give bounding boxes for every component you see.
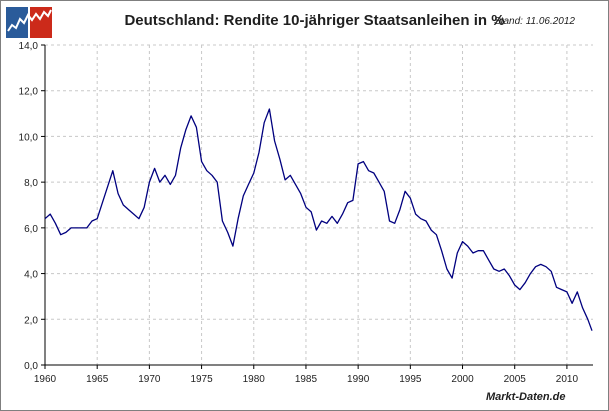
- x-tick-label: 1980: [243, 374, 266, 385]
- y-tick-label: 14,0: [19, 41, 39, 52]
- x-tick-label: 1970: [138, 374, 161, 385]
- y-tick-label: 0,0: [24, 361, 38, 372]
- x-tick-label: 2010: [556, 374, 579, 385]
- y-tick-label: 6,0: [24, 224, 38, 235]
- yield-series-line: [44, 108, 593, 331]
- y-tick-label: 2,0: [24, 315, 38, 326]
- x-tick-label: 1990: [347, 374, 370, 385]
- x-tick-label: 1960: [34, 374, 57, 385]
- x-tick-label: 1985: [295, 374, 318, 385]
- market-chart-logo-icon: [6, 7, 52, 38]
- y-tick-label: 4,0: [24, 270, 38, 281]
- source-label: Markt-Daten.de: [486, 391, 566, 403]
- x-tick-label: 1965: [86, 374, 109, 385]
- y-tick-label: 10,0: [19, 132, 39, 143]
- x-tick-label: 2000: [451, 374, 474, 385]
- stand-date: Stand: 11.06.2012: [494, 16, 575, 27]
- y-tick-label: 12,0: [19, 87, 39, 98]
- y-tick-label: 8,0: [24, 178, 38, 189]
- x-tick-label: 1995: [399, 374, 422, 385]
- x-tick-label: 1975: [190, 374, 213, 385]
- x-tick-label: 2005: [504, 374, 527, 385]
- chart-title: Deutschland: Rendite 10-jähriger Staatsa…: [124, 12, 505, 29]
